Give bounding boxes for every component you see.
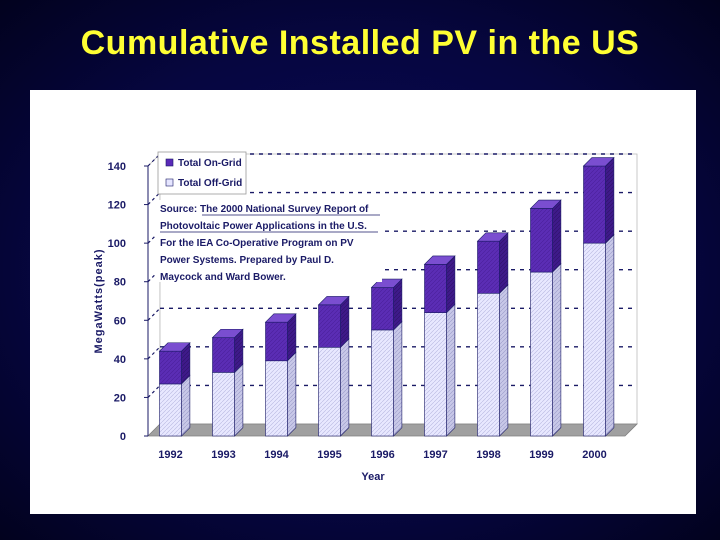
gridline-side: [147, 385, 161, 398]
bar-front: [265, 321, 288, 362]
bar-ongrid: [423, 255, 456, 314]
bar-side: [499, 284, 509, 437]
bar-front: [212, 337, 235, 373]
x-tick-label: 1997: [423, 449, 447, 461]
x-tick-label: 2000: [582, 449, 606, 461]
y-tick-label: 0: [120, 431, 126, 443]
x-tick-label: 1996: [370, 449, 394, 461]
bar-front: [159, 383, 182, 437]
gridline-side: [147, 346, 161, 360]
bar-offgrid: [159, 374, 191, 437]
bar-front: [530, 271, 553, 437]
y-tick-label: 40: [114, 354, 126, 366]
legend-label-ongrid: Total On-Grid: [178, 158, 242, 169]
y-tick-label: 20: [114, 392, 126, 404]
bar-side: [393, 320, 403, 437]
bar-front: [583, 242, 606, 437]
source-note-line: Photovoltaic Power Applications in the U…: [160, 221, 367, 232]
bar-ongrid: [370, 278, 403, 331]
bar-side: [181, 374, 191, 437]
bar-front: [318, 304, 341, 348]
x-axis-label: Year: [361, 471, 385, 483]
chart-panel: 1992 1993 1994 1995 1996 1997 1998 1999 2000 0 20 4…: [30, 90, 696, 514]
source-note-line: For the IEA Co-Operative Program on PV: [160, 238, 354, 249]
x-tick-label: 1998: [476, 449, 500, 461]
x-tick-label: 1993: [211, 449, 235, 461]
bar-side: [605, 156, 615, 244]
bar-front: [318, 346, 341, 437]
bar-top: [317, 296, 350, 306]
bar-top: [211, 328, 244, 338]
bar-side: [340, 338, 350, 437]
bar-side: [552, 262, 562, 437]
bar-side: [605, 234, 615, 437]
stacked-bar-chart: 1992 1993 1994 1995 1996 1997 1998 1999 2000 0 20 4…: [93, 151, 638, 483]
bar-side: [552, 199, 562, 273]
source-note-line: Source: The 2000 National Survey Report …: [160, 204, 369, 215]
y-tick-label: 140: [108, 161, 126, 173]
bar-ongrid: [529, 199, 562, 273]
bar-front: [265, 360, 288, 437]
bar-top: [158, 342, 191, 352]
bar-offgrid: [212, 363, 244, 437]
bar-side: [499, 232, 509, 295]
bar-side: [446, 255, 456, 314]
bar-front: [530, 208, 553, 273]
bar-front: [159, 350, 182, 385]
bar-ongrid: [211, 328, 244, 374]
left-wall: [147, 153, 161, 437]
bar-side: [287, 351, 297, 437]
gridline-side: [147, 307, 161, 321]
legend-swatch-offgrid: [165, 178, 174, 187]
bar-front: [424, 264, 447, 313]
bar-front: [477, 240, 500, 294]
bar-side: [234, 363, 244, 437]
bar-offgrid: [265, 351, 297, 437]
bar-offgrid: [477, 284, 509, 437]
gridline-side: [147, 192, 161, 205]
bar-ongrid: [317, 295, 350, 349]
bar-front: [583, 165, 606, 244]
bar-top: [582, 157, 615, 167]
bar-offgrid: [530, 262, 562, 437]
bar-offgrid: [583, 234, 615, 437]
bar-offgrid: [318, 338, 350, 437]
y-tick-label: 60: [114, 315, 126, 327]
bar-front: [424, 312, 447, 437]
legend-label-offgrid: Total Off-Grid: [178, 178, 242, 189]
y-tick-label: 80: [114, 277, 126, 289]
y-axis-label: MegaWatts(peak): [93, 248, 105, 353]
bar-offgrid: [371, 320, 403, 437]
x-tick-label: 1999: [529, 449, 553, 461]
bar-top: [529, 199, 562, 209]
y-tick-label: 100: [108, 238, 126, 250]
bar-ongrid: [264, 313, 297, 362]
bar-ongrid: [582, 156, 615, 244]
bar-side: [340, 295, 350, 349]
bar-ongrid: [158, 342, 191, 385]
bar-top: [423, 255, 456, 265]
x-tick-label: 1995: [317, 449, 341, 461]
bar-front: [371, 287, 394, 331]
legend-swatch-ongrid: [165, 158, 174, 167]
bar-offgrid: [424, 303, 456, 437]
x-tick-label: 1994: [264, 449, 289, 461]
y-tick-label: 120: [108, 200, 126, 212]
source-note-line: Power Systems. Prepared by Paul D.: [160, 255, 334, 266]
bar-top: [476, 232, 509, 242]
x-tick-label: 1992: [158, 449, 182, 461]
source-note-bg: [156, 200, 382, 282]
source-note-line: Maycock and Ward Bower.: [160, 272, 286, 283]
slide-title: Cumulative Installed PV in the US: [80, 24, 640, 62]
bar-front: [212, 372, 235, 437]
bar-front: [477, 292, 500, 437]
bar-front: [371, 329, 394, 437]
bar-top: [264, 313, 297, 323]
bar-ongrid: [476, 232, 509, 295]
bar-side: [393, 278, 403, 331]
bar-side: [446, 303, 456, 437]
